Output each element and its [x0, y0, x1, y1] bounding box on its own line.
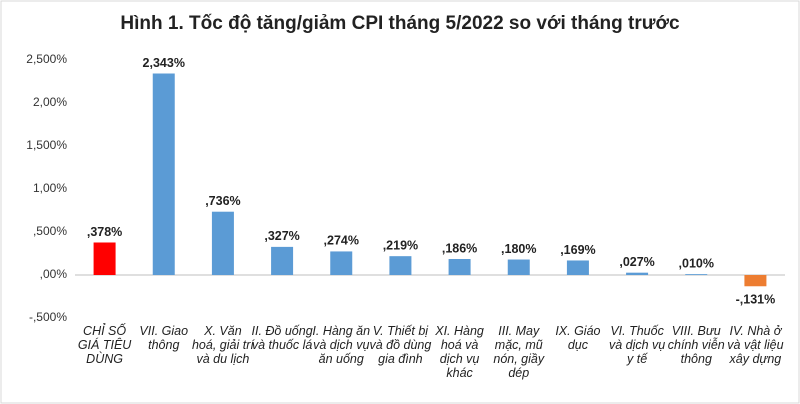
bar — [271, 246, 294, 275]
x-tick-label: XI. Hàng hoá và dịch vụ khác — [435, 324, 484, 380]
bar — [744, 275, 767, 287]
y-tick-label: 1,500% — [26, 138, 67, 152]
y-tick-label: ,00% — [40, 267, 68, 281]
x-tick-label: IX. Giáo dục — [555, 324, 601, 352]
data-label: 2,343% — [143, 56, 185, 70]
bar — [626, 272, 649, 275]
x-tick-label: CHỈ SỐ GIÁ TIÊU DÙNG — [77, 324, 132, 366]
x-tick-label: VI. Thuốc và dịch vụ y tế — [608, 324, 666, 366]
bar — [330, 251, 353, 275]
x-tick-label: II. Đồ uống và thuốc lá — [251, 324, 313, 352]
y-tick-label: 2,500% — [26, 52, 67, 66]
bar — [389, 256, 412, 275]
data-label: ,180% — [501, 242, 536, 256]
x-tick-label: I. Hàng ăn và dịch vụ ăn uống — [312, 324, 371, 366]
y-tick-label: -,500% — [29, 310, 67, 324]
data-label: -,131% — [736, 293, 776, 307]
bar — [211, 211, 234, 275]
chart-title: Hình 1. Tốc độ tăng/giảm CPI tháng 5/202… — [120, 13, 680, 34]
bar — [93, 242, 116, 275]
data-label: ,186% — [442, 241, 477, 255]
data-label: ,010% — [679, 256, 714, 270]
bar — [685, 274, 708, 275]
x-tick-label: V. Thiết bị và đồ dùng gia đình — [369, 324, 432, 366]
y-tick-label: 2,00% — [33, 95, 67, 109]
x-tick-label: VIII. Bưu chính viễn thông — [667, 324, 725, 366]
x-tick-label: IV. Nhà ở và vật liệu xây dựng — [727, 324, 784, 366]
data-label: ,169% — [560, 243, 595, 257]
data-label: ,327% — [264, 229, 299, 243]
x-tick-label: VII. Giao thông — [139, 324, 189, 352]
data-label: ,274% — [324, 234, 359, 248]
bar — [566, 260, 589, 275]
data-label: ,378% — [87, 225, 122, 239]
y-tick-label: ,500% — [33, 224, 67, 238]
data-label: ,219% — [383, 238, 418, 252]
bar — [152, 73, 175, 275]
data-label: ,027% — [619, 255, 654, 269]
bar — [507, 259, 530, 275]
data-label: ,736% — [205, 194, 240, 208]
x-tick-label: X. Văn hoá, giải trí và du lịch — [191, 324, 254, 366]
bar — [448, 259, 471, 275]
x-tick-label: III. May mặc, mũ nón, giầy dép — [493, 324, 545, 380]
y-tick-label: 1,00% — [33, 181, 67, 195]
